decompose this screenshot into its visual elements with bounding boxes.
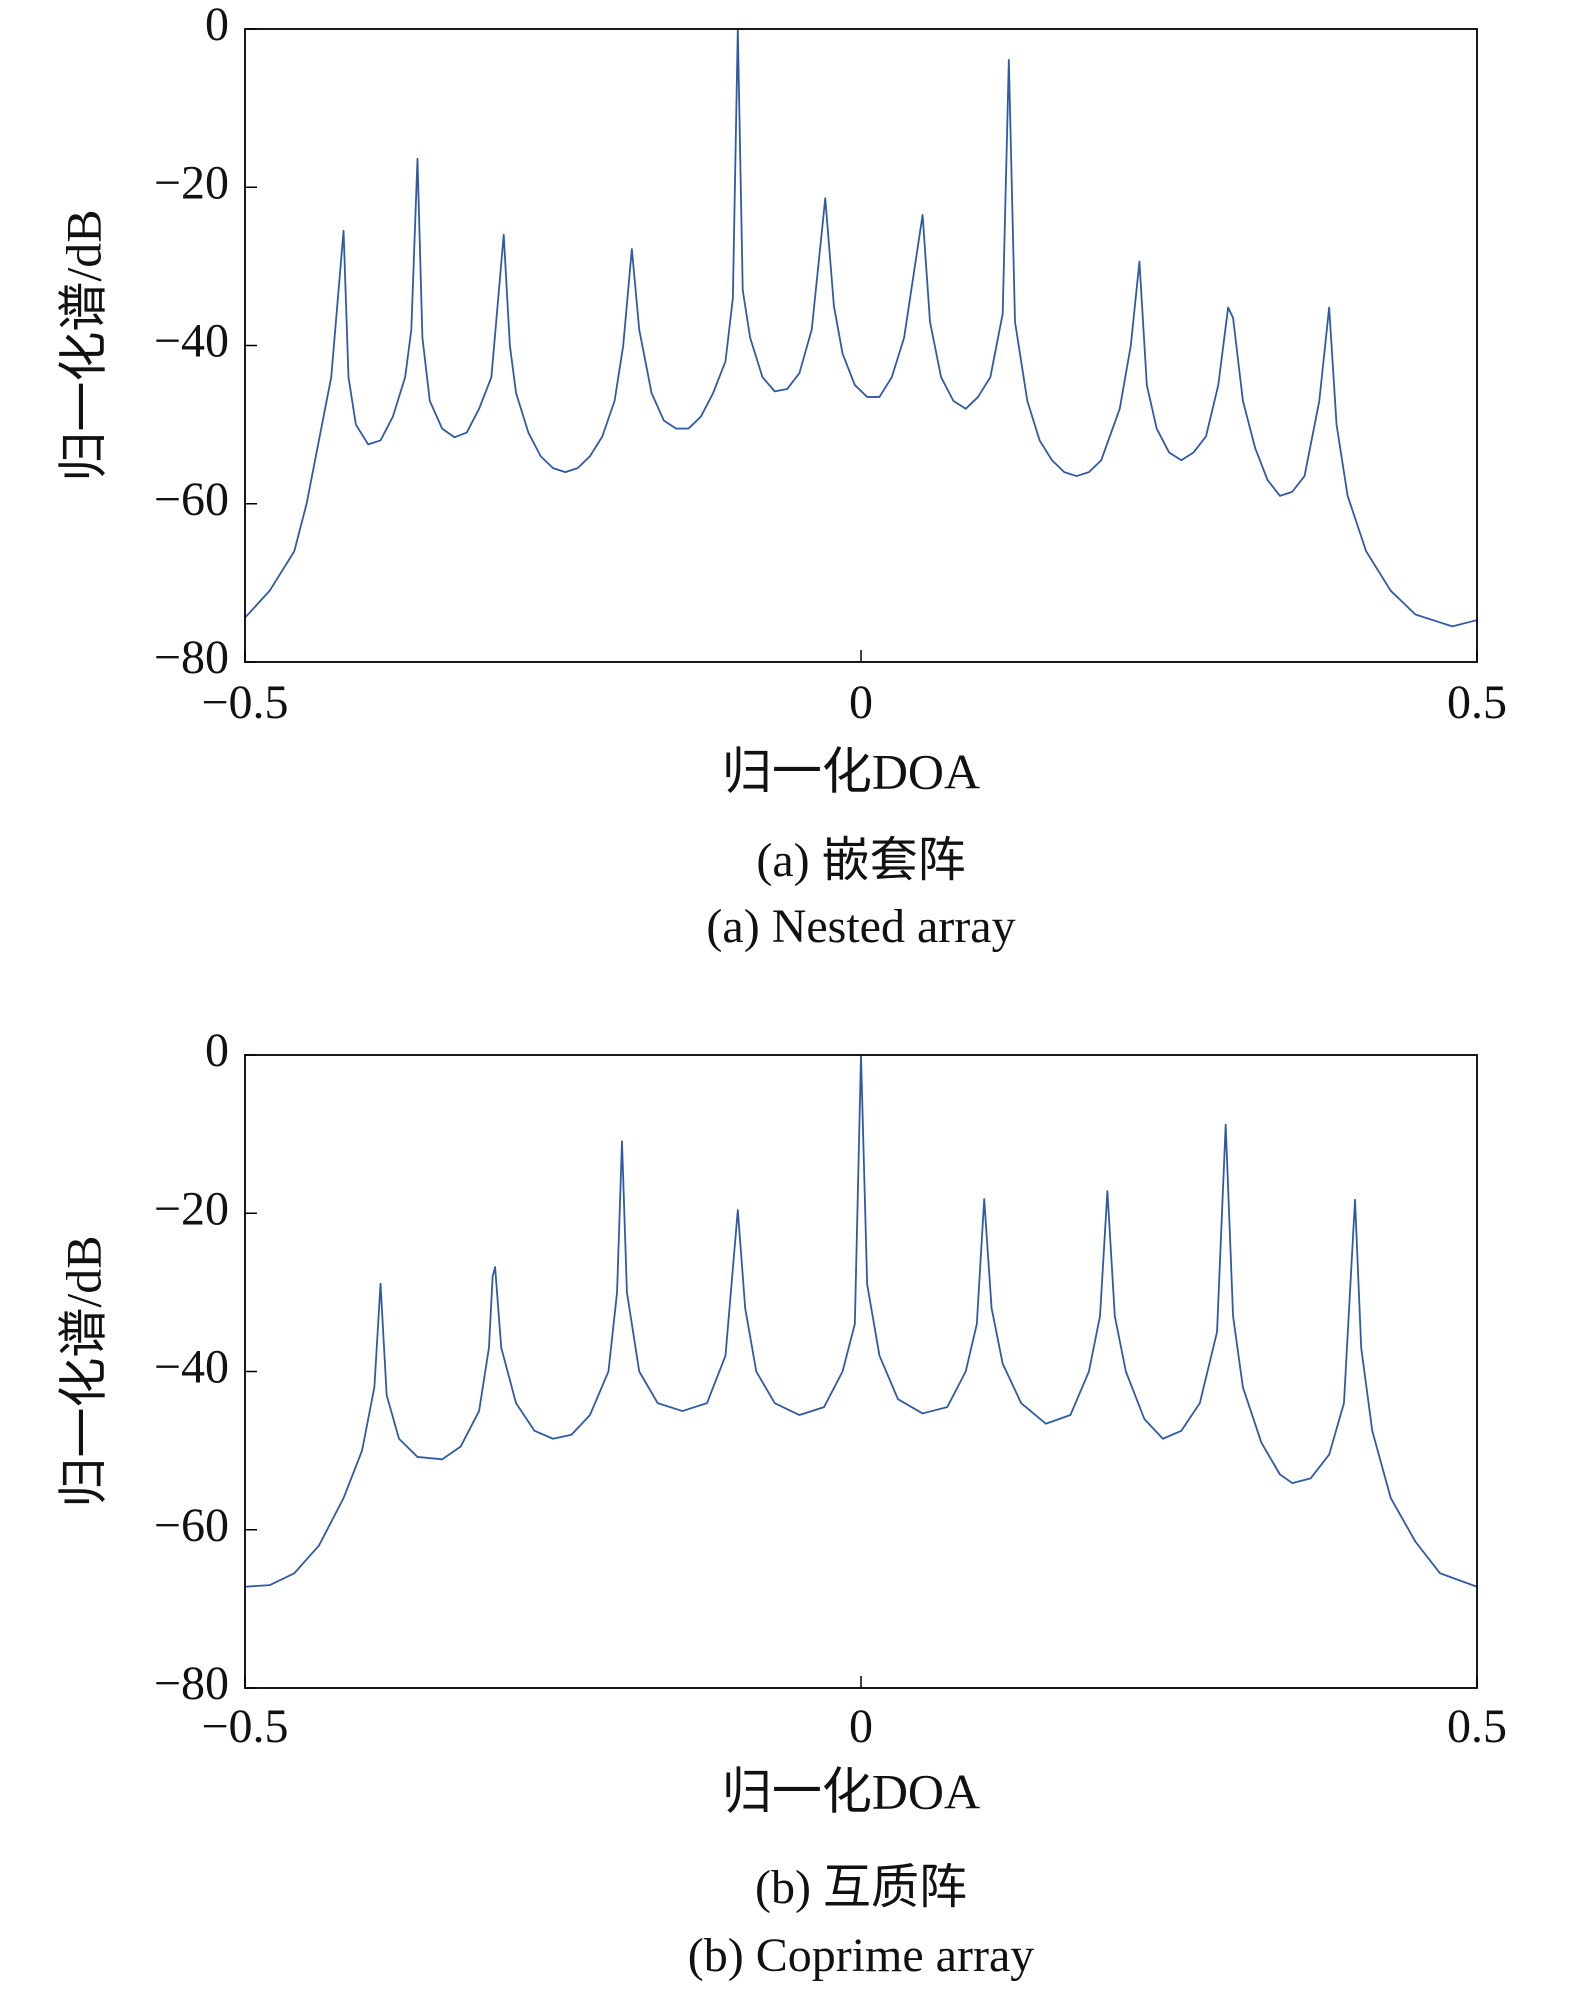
x-tick-label: 0 [849, 1700, 873, 1753]
y-axis-label: 归一化谱/dB [55, 209, 111, 481]
caption: (a) 嵌套阵 [756, 834, 965, 887]
y-tick-label: −40 [154, 1341, 229, 1394]
y-tick-label: −40 [154, 315, 229, 368]
x-tick-label: 0.5 [1447, 1700, 1507, 1753]
x-tick-label: −0.5 [201, 1700, 288, 1753]
caption: (b) Coprime array [688, 1929, 1035, 1982]
y-tick-label: −20 [154, 1182, 229, 1235]
caption: (a) Nested array [706, 900, 1015, 953]
x-tick-label: 0 [849, 676, 873, 729]
y-tick-label: −20 [154, 156, 229, 209]
y-tick-label: −60 [154, 1499, 229, 1552]
spectrum-line [244, 1054, 1478, 1588]
x-axis-label: 归一化DOA [722, 743, 980, 799]
plot-frame [244, 28, 1478, 663]
x-axis-label: 归一化DOA [722, 1763, 980, 1819]
x-tick-label: 0.5 [1447, 676, 1507, 729]
y-tick-label: −80 [154, 631, 229, 684]
y-axis-label: 归一化谱/dB [55, 1235, 111, 1507]
spectrum-line [244, 28, 1478, 628]
y-tick-label: 0 [205, 1024, 229, 1077]
x-tick-label: −0.5 [201, 676, 288, 729]
y-tick-label: −80 [154, 1657, 229, 1710]
caption: (b) 互质阵 [755, 1861, 967, 1914]
y-tick-label: 0 [205, 0, 229, 51]
plot-frame [244, 1054, 1478, 1689]
y-tick-label: −60 [154, 473, 229, 526]
